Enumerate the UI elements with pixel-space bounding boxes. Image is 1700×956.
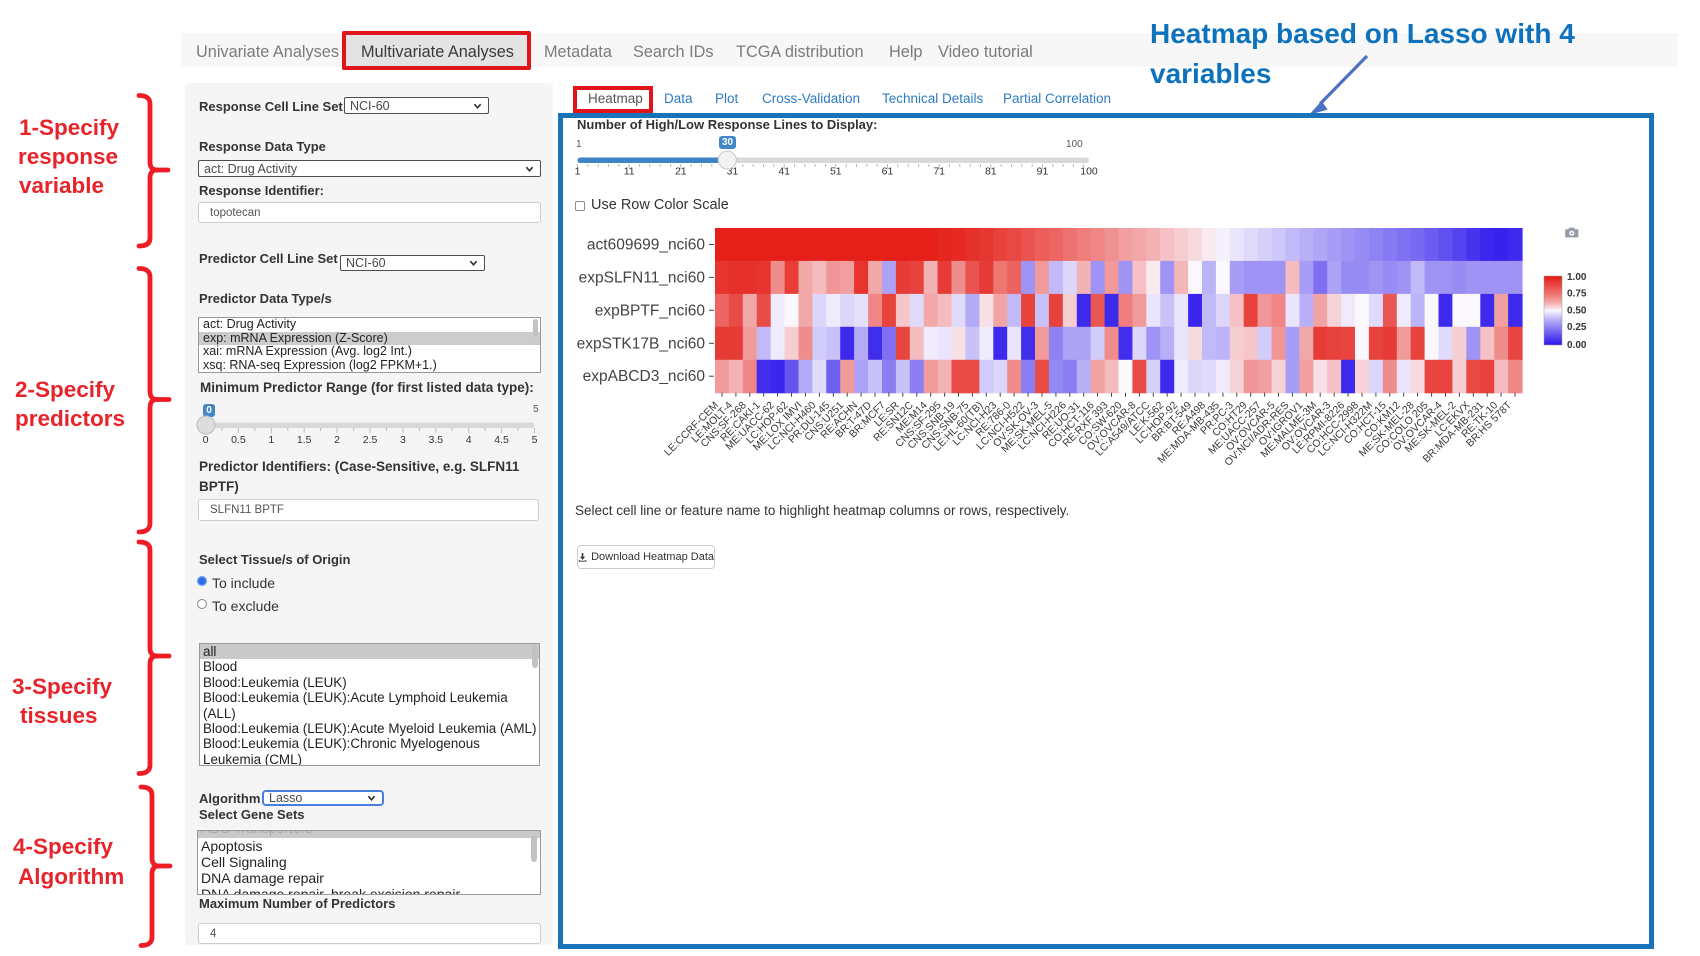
svg-text:11: 11 xyxy=(624,166,635,178)
svg-text:100: 100 xyxy=(1080,166,1098,178)
svg-text:5: 5 xyxy=(532,434,538,446)
svg-text:21: 21 xyxy=(675,166,687,178)
svg-text:2.5: 2.5 xyxy=(363,434,378,446)
svg-text:0.00: 0.00 xyxy=(1567,340,1587,351)
svg-text:31: 31 xyxy=(727,166,739,178)
svg-text:expBPTF_nci60: expBPTF_nci60 xyxy=(595,302,706,319)
svg-text:0.25: 0.25 xyxy=(1567,322,1587,333)
svg-text:41: 41 xyxy=(778,166,790,178)
svg-text:71: 71 xyxy=(933,166,945,178)
svg-text:3.5: 3.5 xyxy=(428,434,443,446)
svg-text:0.75: 0.75 xyxy=(1567,289,1587,300)
svg-text:0: 0 xyxy=(203,434,209,446)
svg-text:0.5: 0.5 xyxy=(231,434,246,446)
svg-text:act609699_nci60: act609699_nci60 xyxy=(587,237,705,254)
svg-text:expSLFN11_nci60: expSLFN11_nci60 xyxy=(579,269,706,286)
svg-text:4: 4 xyxy=(466,434,472,446)
svg-text:1: 1 xyxy=(268,434,274,446)
svg-text:61: 61 xyxy=(882,166,894,178)
svg-text:1.00: 1.00 xyxy=(1567,272,1587,283)
svg-text:51: 51 xyxy=(830,166,842,178)
svg-text:2: 2 xyxy=(334,434,340,446)
svg-text:expSTK17B_nci60: expSTK17B_nci60 xyxy=(577,335,706,352)
svg-text:3: 3 xyxy=(400,434,406,446)
svg-text:81: 81 xyxy=(985,166,997,178)
svg-text:91: 91 xyxy=(1037,166,1049,178)
svg-text:4.5: 4.5 xyxy=(494,434,509,446)
svg-text:1.5: 1.5 xyxy=(297,434,312,446)
svg-text:0.50: 0.50 xyxy=(1567,306,1587,317)
svg-text:1: 1 xyxy=(575,166,581,178)
svg-text:expABCD3_nci60: expABCD3_nci60 xyxy=(583,368,706,385)
